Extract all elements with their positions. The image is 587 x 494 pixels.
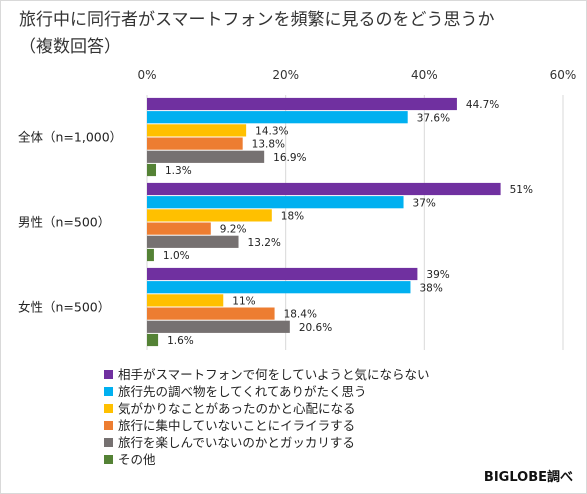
data-label: 39% (426, 269, 449, 281)
chart-title: 旅行中に同行者がスマートフォンを頻繁に見るのをどう思うか （複数回答） (19, 10, 495, 57)
data-label: 14.3% (255, 126, 288, 138)
bar (147, 111, 408, 124)
bar (147, 267, 418, 281)
bar (147, 294, 224, 307)
data-label: 13.8% (252, 139, 285, 151)
legend-label: 旅行を楽しんでいないのかとガッカリする (118, 435, 355, 450)
bar (147, 235, 239, 248)
bar (147, 137, 243, 150)
legend-label: その他 (118, 452, 156, 467)
data-label: 13.2% (248, 237, 281, 249)
x-tick-label: 60% (550, 68, 577, 82)
data-label: 20.6% (299, 322, 332, 334)
data-label: 16.9% (273, 152, 306, 164)
x-tick-label: 0% (137, 68, 156, 82)
bar (147, 182, 501, 196)
bar (147, 163, 157, 177)
legend-swatch (104, 404, 113, 413)
legend-swatch (104, 438, 113, 447)
bar (147, 333, 159, 347)
bar (147, 320, 290, 333)
bar (147, 307, 275, 320)
x-tick-label: 20% (272, 68, 299, 82)
category-label: 男性（n=500） (18, 215, 110, 230)
legend-swatch (104, 455, 113, 464)
data-label: 1.6% (167, 335, 194, 347)
data-label: 1.3% (165, 165, 192, 177)
data-label: 38% (419, 282, 442, 294)
bar (147, 150, 265, 163)
data-label: 1.0% (163, 250, 190, 262)
legend-label: 相手がスマートフォンで何をしていようと気にならない (118, 367, 430, 382)
legend-swatch (104, 370, 113, 379)
data-label: 18.4% (284, 309, 317, 321)
data-label: 44.7% (466, 99, 499, 111)
bar (147, 222, 211, 235)
bar (147, 209, 272, 222)
legend-swatch (104, 387, 113, 396)
category-label: 女性（n=500） (18, 300, 110, 315)
data-label: 51% (510, 184, 533, 196)
x-tick-label: 40% (411, 68, 438, 82)
data-label: 9.2% (220, 224, 247, 236)
bar (147, 281, 411, 294)
category-label: 全体（n=1,000） (18, 130, 122, 145)
bar (147, 97, 457, 111)
data-label: 37.6% (417, 112, 450, 124)
legend-label: 旅行先の調べ物をしてくれてありがたく思う (118, 384, 367, 399)
legend-label: 旅行に集中していないことにイライラする (118, 418, 355, 433)
bar (147, 196, 404, 209)
bar (147, 248, 154, 262)
data-label: 37% (413, 197, 436, 209)
data-label: 11% (232, 296, 255, 308)
legend-swatch (104, 421, 113, 430)
bar (147, 124, 247, 137)
data-label: 18% (281, 211, 304, 223)
legend-label: 気がかりなことがあったのかと心配になる (118, 401, 356, 416)
source-note: BIGLOBE調べ (483, 470, 573, 485)
